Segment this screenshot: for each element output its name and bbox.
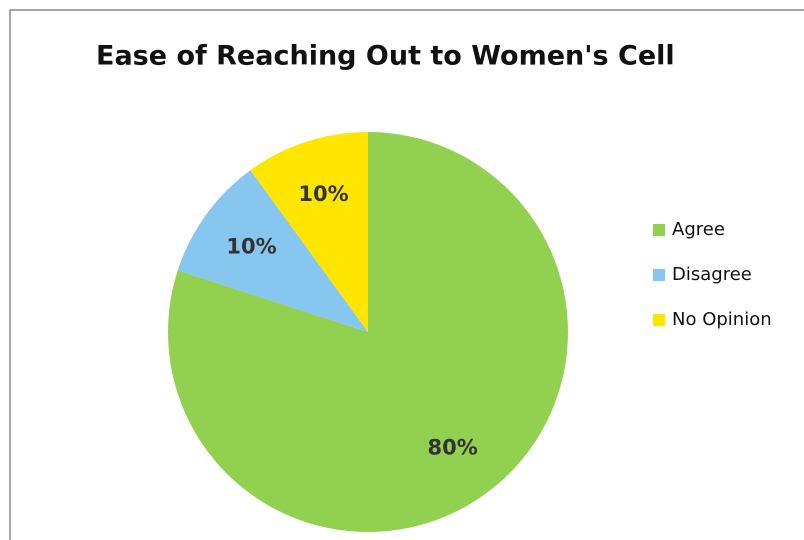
legend-swatch	[653, 269, 665, 281]
pie-slice	[167, 132, 568, 532]
legend-label: Disagree	[672, 264, 752, 285]
data-label: 10%	[298, 182, 348, 206]
legend-label: Agree	[672, 219, 725, 240]
legend-swatch	[653, 314, 665, 326]
data-label: 80%	[428, 435, 478, 459]
chart-title: Ease of Reaching Out to Women's Cell	[96, 41, 675, 72]
data-label: 10%	[226, 234, 276, 258]
pie-slice	[250, 132, 368, 332]
legend-swatch	[653, 224, 665, 236]
legend-label: No Opinion	[672, 309, 772, 330]
pie-slice	[177, 170, 368, 332]
